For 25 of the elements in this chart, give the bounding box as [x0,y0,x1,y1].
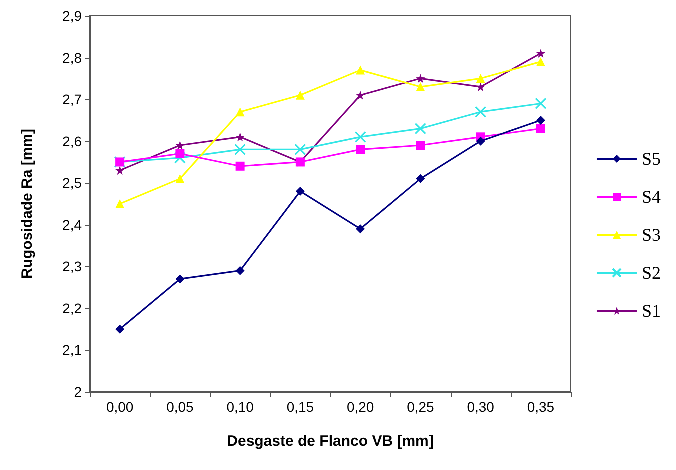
y-tick-label: 2,6 [62,133,82,150]
legend-label: S3 [642,225,662,245]
x-tick-label: 0,05 [166,399,194,415]
x-tick-label: 0,10 [226,399,254,415]
y-tick-label: 2,8 [62,50,82,66]
y-tick-label: 2 [74,384,82,400]
y-tick-label: 2,7 [62,92,82,108]
legend-label: S4 [642,187,662,207]
x-tick-label: 0,00 [106,399,134,415]
y-axis-title: Rugosidade Ra [mm] [19,128,36,280]
x-axis-title: Desgaste de Flanco VB [mm] [227,433,434,450]
x-tick-label: 0,35 [527,399,555,415]
y-tick-label: 2,4 [62,216,82,233]
y-tick-label: 2,5 [62,175,82,192]
legend-label: S5 [642,149,662,169]
legend-label: S1 [642,301,662,321]
y-tick-label: 2,2 [62,300,82,316]
x-tick-label: 0,25 [407,399,435,415]
x-tick-label: 0,30 [467,399,495,415]
legend-label: S2 [642,263,662,283]
y-tick-label: 2,1 [62,342,82,358]
y-tick-label: 2,9 [62,8,82,24]
y-tick-label: 2,3 [62,258,82,275]
x-tick-label: 0,20 [346,399,374,415]
x-tick-label: 0,15 [286,399,314,415]
